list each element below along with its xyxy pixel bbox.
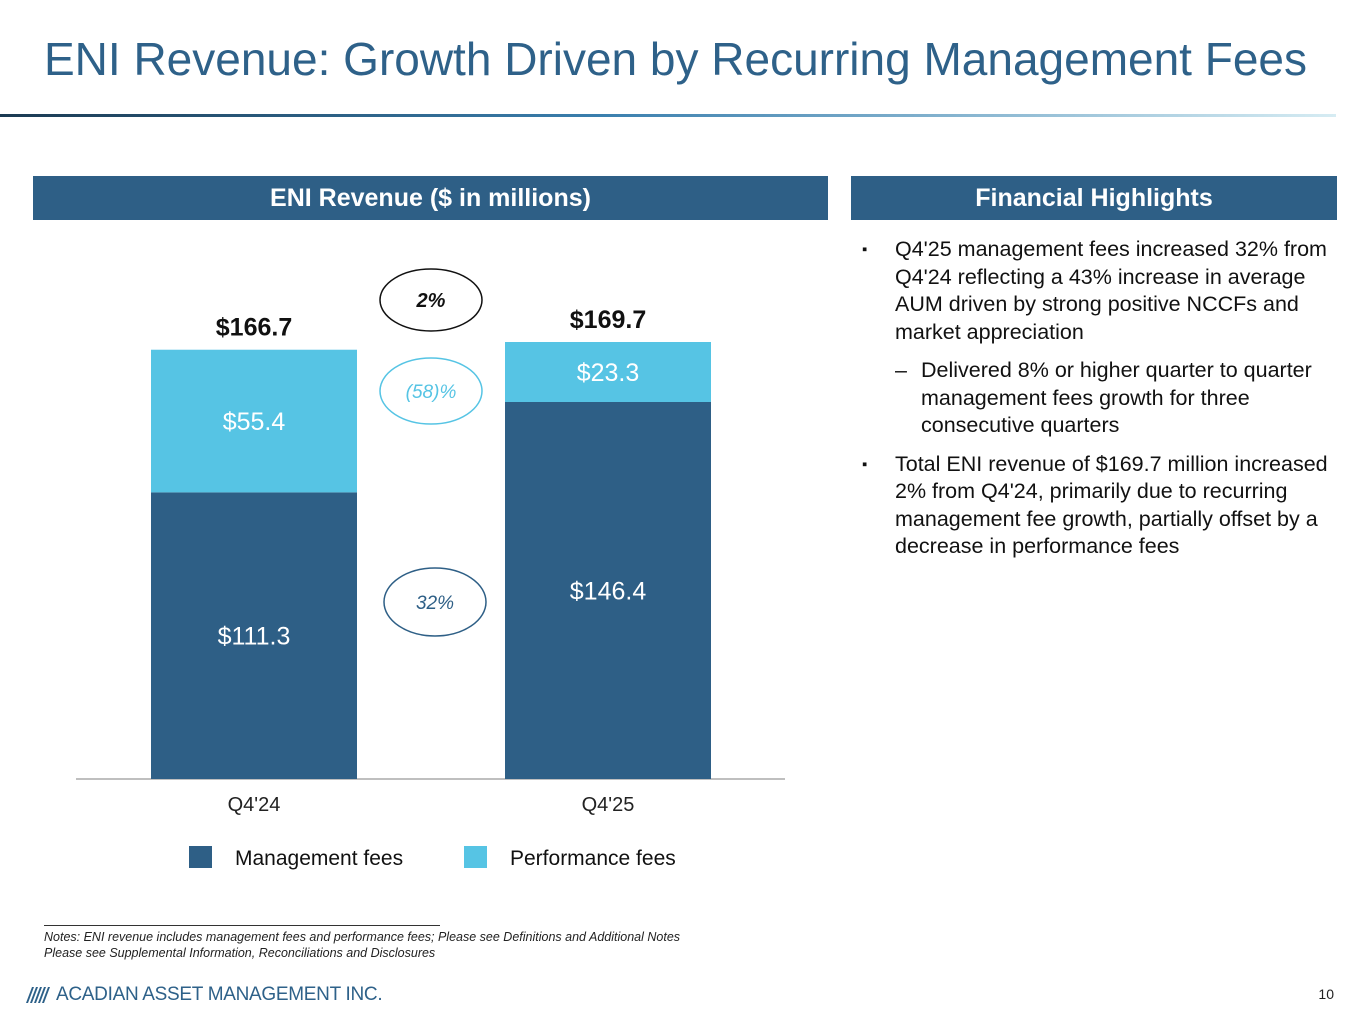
footnote-line: Notes: ENI revenue includes management f… [44, 930, 681, 944]
bar-value-label: $146.4 [570, 578, 647, 606]
highlight-text: Total ENI revenue of $169.7 million incr… [895, 451, 1328, 559]
highlight-sub-bullet: – Delivered 8% or higher quarter to quar… [862, 357, 1332, 440]
total-growth-oval [379, 268, 483, 332]
highlight-bullet: ▪ Total ENI revenue of $169.7 million in… [862, 451, 1332, 561]
bar-management-fees [505, 402, 711, 779]
company-logo: ACADIAN ASSET MANAGEMENT INC. [26, 984, 383, 1006]
bar-management-fees [151, 492, 357, 779]
management-growth-label: 32% [416, 593, 454, 614]
highlight-text: Delivered 8% or higher quarter to quarte… [921, 358, 1312, 437]
chart-panel-header: ENI Revenue ($ in millions) [33, 176, 828, 220]
bar-value-label: $111.3 [218, 623, 291, 651]
page-number: 10 [1318, 986, 1334, 1002]
bar-performance-fees [151, 349, 357, 493]
bar-performance-fees [505, 342, 711, 403]
highlight-bullet: ▪ Q4'25 management fees increased 32% fr… [862, 236, 1332, 346]
highlight-text: Q4'25 management fees increased 32% from… [895, 237, 1327, 344]
logo-stripes-icon [26, 987, 50, 1003]
footnotes: Notes: ENI revenue includes management f… [44, 929, 680, 961]
company-name: ACADIAN ASSET MANAGEMENT INC. [56, 984, 383, 1005]
performance-growth-label: (58)% [406, 382, 457, 403]
legend-label: Performance fees [510, 847, 676, 870]
highlights-panel-header: Financial Highlights [851, 176, 1337, 220]
financial-highlights: ▪ Q4'25 management fees increased 32% fr… [862, 236, 1332, 572]
legend-swatch [464, 846, 487, 868]
legend-swatch [189, 846, 212, 868]
performance-growth-oval [379, 357, 483, 425]
legend-label: Management fees [235, 847, 403, 870]
bar-total-label: $166.7 [216, 314, 292, 342]
bullet-marker: ▪ [862, 455, 868, 473]
page-title: ENI Revenue: Growth Driven by Recurring … [44, 33, 1308, 85]
bullet-marker: ▪ [862, 241, 868, 258]
total-growth-label: 2% [416, 290, 446, 312]
bar-value-label: $23.3 [577, 359, 640, 387]
sub-bullet-marker: – [895, 358, 907, 382]
bar-value-label: $55.4 [223, 408, 286, 436]
title-divider [0, 114, 1336, 117]
bar-total-label: $169.7 [570, 306, 646, 334]
x-tick-label: Q4'24 [228, 794, 281, 816]
x-tick-label: Q4'25 [582, 794, 635, 816]
management-growth-oval [383, 567, 487, 637]
footnote-line: Please see Supplemental Information, Rec… [44, 946, 436, 960]
notes-divider [44, 925, 440, 926]
